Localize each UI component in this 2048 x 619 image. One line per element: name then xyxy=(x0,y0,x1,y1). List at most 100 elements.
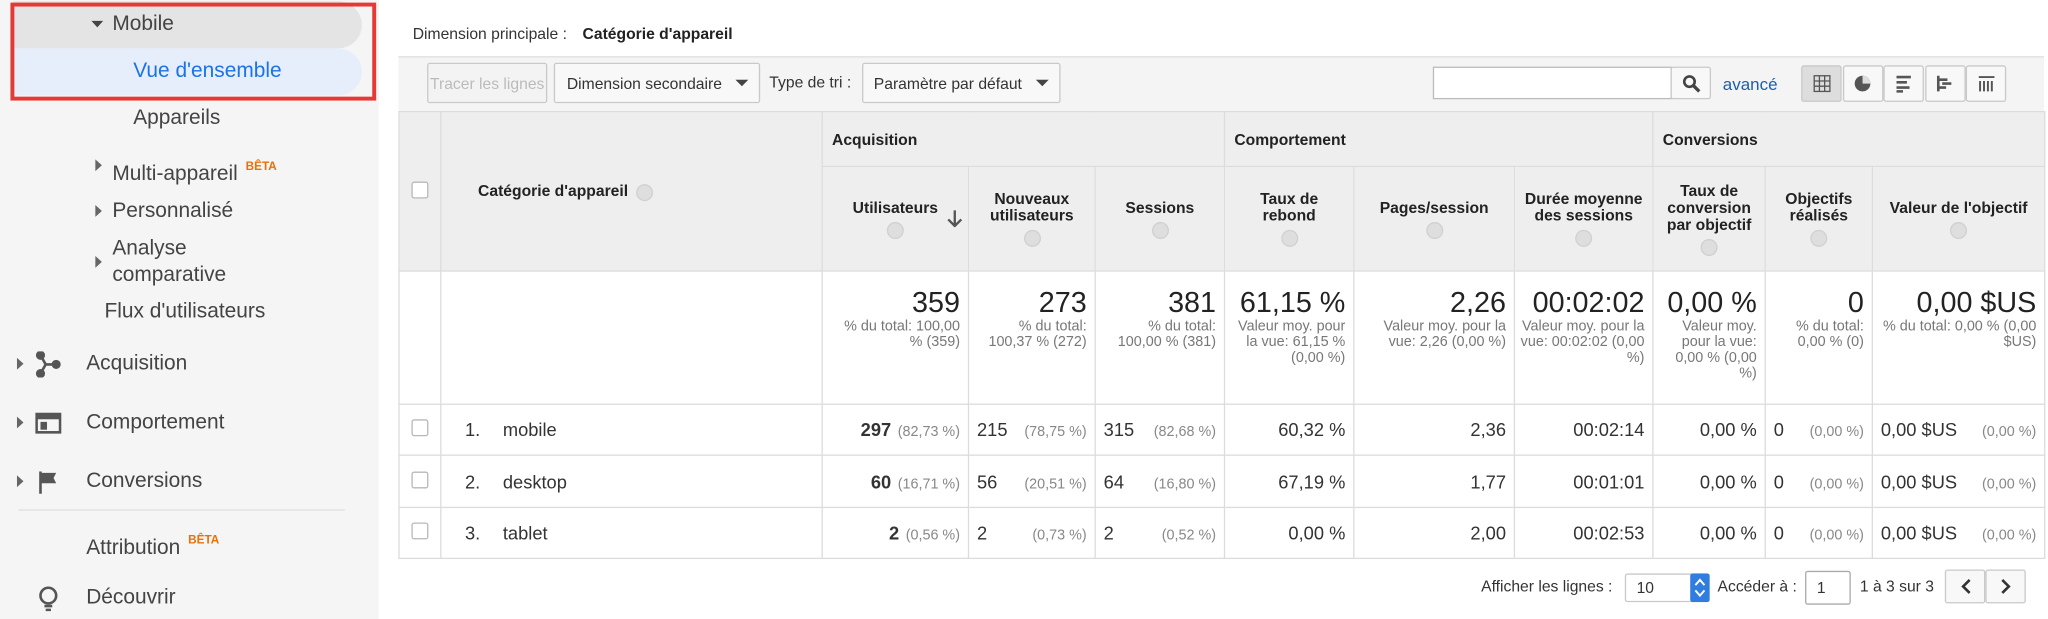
data-cell: 0,00 % xyxy=(1223,506,1355,560)
beta-badge: BÊTA xyxy=(245,159,277,173)
data-cell: 56 (20,51 %) xyxy=(967,454,1096,509)
row-range: 1 à 3 sur 3 xyxy=(1859,577,1934,596)
cell-content: 0,00 % xyxy=(1661,522,1757,543)
cell-content: 2 (0,73 %) xyxy=(977,522,1087,543)
column-header[interactable]: Sessions xyxy=(1094,165,1226,272)
plot-rows-button[interactable]: Tracer les lignes xyxy=(427,62,548,104)
row-name[interactable]: desktop xyxy=(502,470,567,492)
expand-arrow xyxy=(16,416,24,429)
nav-item[interactable]: Flux d'utilisateurs xyxy=(104,299,265,325)
nav-item[interactable]: Personnalisé xyxy=(112,199,233,225)
total-value: 273 xyxy=(1038,286,1087,319)
column-header[interactable]: Taux de rebond xyxy=(1223,165,1355,272)
cell-content: 2 (0,56 %) xyxy=(831,522,960,543)
column-header[interactable]: Pages/session xyxy=(1353,165,1516,272)
checkbox[interactable] xyxy=(411,522,429,540)
nav-icon xyxy=(39,586,58,612)
data-cell: 0 (0,00 %) xyxy=(1764,454,1874,509)
nav-icon xyxy=(35,351,61,378)
column-header[interactable]: Durée moyenne des sessions xyxy=(1513,165,1654,272)
nav-item[interactable]: Vue d'ensemble xyxy=(133,59,281,85)
column-header-label: Taux de conversion par objectif xyxy=(1666,180,1752,234)
checkbox[interactable] xyxy=(411,419,429,437)
checkbox[interactable] xyxy=(411,470,429,488)
total-cell: 359% du total: 100,00 % (359) xyxy=(821,270,970,405)
row-name[interactable]: tablet xyxy=(502,522,548,544)
total-note: % du total: 0,00 % (0) xyxy=(1795,318,1864,351)
data-cell: 315 (82,68 %) xyxy=(1094,403,1226,456)
view-button[interactable] xyxy=(1801,65,1842,102)
page-nav-button[interactable] xyxy=(1985,569,2026,604)
nav-label: Conversions xyxy=(86,470,203,493)
highlight-box xyxy=(10,2,377,101)
data-cell: 67,19 % xyxy=(1223,454,1355,509)
column-header[interactable]: Utilisateurs xyxy=(821,165,970,272)
select-all-cell xyxy=(398,111,442,272)
nav-item[interactable]: Attribution BÊTA xyxy=(86,526,219,561)
secondary-dimension-dropdown[interactable]: Dimension secondaire xyxy=(553,62,761,104)
report-table: Catégorie d'appareil Acquisition Comportem… xyxy=(398,111,2046,560)
cell-percent: (78,75 %) xyxy=(1024,424,1087,441)
data-row: 3. tablet 2 (0,56 %) 2 (0,73 %) 2 (0,52 %) 0,00 … xyxy=(398,506,2046,560)
cell-value: 56 xyxy=(976,470,998,492)
data-cell: 64 (16,80 %) xyxy=(1094,454,1226,509)
totals-empty xyxy=(440,270,823,405)
cell-value: 2 xyxy=(888,522,900,544)
total-cell: 2,26 Valeur moy. pour la vue: 2,26 (0,00 … xyxy=(1353,270,1516,405)
view-button[interactable] xyxy=(1924,65,1966,102)
nav-item[interactable]: Analyse comparative xyxy=(112,236,256,288)
advanced-link[interactable]: avancé xyxy=(1722,74,1778,95)
view-icon xyxy=(1937,75,1952,92)
total-value: 00:02:02 xyxy=(1532,286,1645,319)
cell-content: 60,32 % xyxy=(1233,419,1345,440)
cell-value: 0,00 $US xyxy=(1880,419,1958,441)
column-header[interactable]: Objectifs réalisés xyxy=(1764,165,1874,272)
cell-value: 0 xyxy=(1773,470,1784,492)
search-input[interactable] xyxy=(1432,66,1672,100)
total-note: Valeur moy. pour la vue: 00:02:02 (0,00 … xyxy=(1520,318,1645,366)
cell-value: 00:01:01 xyxy=(1573,470,1645,492)
total-value: 2,26 xyxy=(1450,286,1506,319)
view-button[interactable] xyxy=(1883,65,1925,102)
row-index: 2. xyxy=(464,470,481,492)
sort-dropdown[interactable]: Paramètre par défaut xyxy=(862,62,1061,104)
row-name[interactable]: mobile xyxy=(502,419,557,441)
cell-value: 2 xyxy=(1103,522,1114,544)
row-select-cell xyxy=(398,403,442,456)
total-cell: 00:02:02 Valeur moy. pour la vue: 00:02:0… xyxy=(1513,270,1654,405)
dropdown-arrow xyxy=(735,79,749,87)
data-cell: 0,00 % xyxy=(1652,403,1766,456)
page-nav-button[interactable] xyxy=(1944,569,1986,604)
column-header-label: Nouveaux utilisateurs xyxy=(990,189,1074,225)
show-rows-select[interactable]: 10 xyxy=(1624,573,1710,603)
nav-label: Appareils xyxy=(133,107,221,130)
checkbox[interactable] xyxy=(411,180,429,198)
goto-input[interactable]: 1 xyxy=(1805,570,1851,605)
data-cell: 0,00 $US (0,00 %) xyxy=(1871,403,2046,456)
goto-label: Accéder à : xyxy=(1717,577,1797,596)
column-header[interactable]: Nouveaux utilisateurs xyxy=(967,165,1096,272)
nav-item[interactable]: Conversions xyxy=(86,469,202,495)
nav-item[interactable]: Appareils xyxy=(133,106,220,132)
total-note: Valeur moy. pour la vue: 61,15 % (0,00 %… xyxy=(1238,318,1346,366)
cell-content: 00:02:14 xyxy=(1523,419,1644,440)
nav-item[interactable]: Comportement xyxy=(86,410,224,436)
column-header[interactable]: Valeur de l'objectif xyxy=(1871,165,2046,272)
nav-item[interactable]: Multi-appareil BÊTA xyxy=(112,153,276,188)
column-header-label: Durée moyenne des sessions xyxy=(1524,189,1643,225)
group-label: Acquisition xyxy=(831,129,918,149)
data-cell: 1,77 xyxy=(1353,454,1516,509)
nav-item[interactable]: Acquisition xyxy=(86,351,187,377)
view-button[interactable] xyxy=(1966,65,2007,102)
nav-label: Comportement xyxy=(86,411,225,434)
nav-item[interactable]: Découvrir xyxy=(86,585,175,611)
button-label: Tracer les lignes xyxy=(429,73,545,93)
nav-row-bg xyxy=(13,1,362,49)
view-button[interactable] xyxy=(1842,65,1883,102)
nav-icon xyxy=(39,471,57,494)
column-header[interactable]: Taux de conversion par objectif xyxy=(1652,165,1766,272)
nav-label: Découvrir xyxy=(86,586,176,609)
search-button[interactable] xyxy=(1670,66,1712,100)
help-icon xyxy=(1575,229,1593,247)
nav-item[interactable]: Mobile xyxy=(112,12,174,38)
